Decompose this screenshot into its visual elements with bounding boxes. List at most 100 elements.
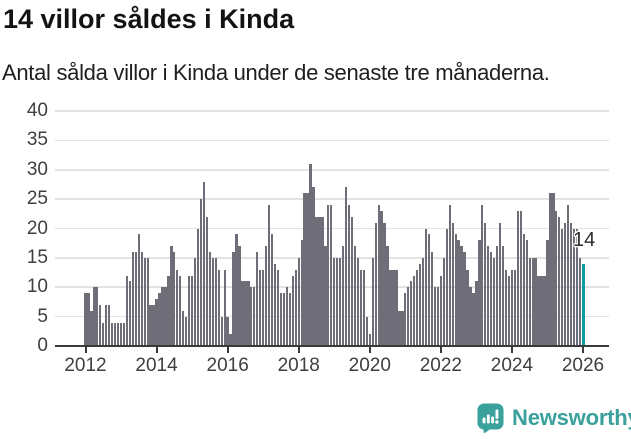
bar <box>344 187 348 346</box>
y-tick-label: 25 <box>26 188 48 210</box>
y-tick-label: 30 <box>26 158 48 180</box>
bar <box>315 216 318 346</box>
x-axis-tick <box>510 347 513 354</box>
bar <box>125 275 129 346</box>
bar <box>128 281 132 346</box>
bar <box>285 287 289 346</box>
bar <box>519 210 522 346</box>
bar <box>90 310 93 346</box>
bar <box>119 322 123 346</box>
bar <box>466 269 469 346</box>
bar <box>389 269 392 346</box>
bar <box>383 222 386 346</box>
bar <box>463 252 466 346</box>
bar <box>457 240 460 346</box>
x-tick-label: 2020 <box>348 355 391 376</box>
bar <box>336 257 339 346</box>
bar <box>404 293 407 346</box>
x-axis-line <box>55 344 609 348</box>
bar <box>164 287 167 346</box>
bar <box>433 287 437 346</box>
bar <box>312 187 315 346</box>
bar <box>288 293 291 346</box>
bar <box>507 275 511 346</box>
bar <box>424 228 428 346</box>
y-tick-label: 5 <box>37 305 48 327</box>
bar <box>330 205 333 346</box>
bar <box>134 252 137 346</box>
bar <box>87 293 90 346</box>
bar <box>297 257 300 346</box>
bar <box>487 246 490 346</box>
bar <box>501 246 505 346</box>
bar <box>131 252 135 346</box>
bar <box>575 228 579 346</box>
bar <box>534 257 537 346</box>
y-tick-label: 40 <box>26 100 48 121</box>
bar <box>170 246 173 346</box>
bar <box>321 216 324 346</box>
bar <box>347 205 351 346</box>
bar <box>327 205 330 346</box>
bar <box>155 299 158 346</box>
bar <box>392 269 395 346</box>
bar <box>202 181 206 346</box>
x-tick-label: 2016 <box>206 355 249 376</box>
bar <box>140 252 143 346</box>
bar <box>318 216 321 346</box>
x-tick-label: 2026 <box>561 355 605 376</box>
bar <box>193 257 197 346</box>
bar <box>374 222 377 346</box>
bar <box>510 269 514 346</box>
bar <box>333 257 336 346</box>
bar <box>247 281 250 346</box>
bar <box>504 269 508 346</box>
bar <box>410 281 413 346</box>
chart-title: 14 villor såldes i Kinda <box>3 4 295 34</box>
bar <box>279 293 283 346</box>
y-tick-label: 0 <box>37 335 48 356</box>
bar <box>418 263 422 346</box>
bar <box>350 216 354 346</box>
y-tick-label: 15 <box>26 246 48 268</box>
x-tick-label: 2012 <box>64 355 107 376</box>
bar <box>451 222 454 346</box>
bar <box>173 252 176 346</box>
x-tick-label: 2024 <box>490 355 534 376</box>
bar <box>273 263 277 346</box>
y-tick-label: 10 <box>26 276 48 298</box>
bar <box>229 334 232 346</box>
bar <box>445 228 448 346</box>
bar <box>377 205 380 346</box>
bar <box>270 234 274 346</box>
newsworthy-bubble-chart-icon <box>477 403 505 434</box>
bar <box>146 257 149 346</box>
bar <box>549 193 552 346</box>
bar <box>244 281 247 346</box>
bar <box>199 199 203 346</box>
bar <box>537 275 540 346</box>
bar <box>475 281 478 346</box>
bar <box>555 210 558 346</box>
bar <box>300 240 303 346</box>
bar <box>516 210 519 346</box>
bar <box>552 193 555 346</box>
bar <box>558 216 561 346</box>
y-tick-label: 35 <box>26 129 48 151</box>
bar <box>362 269 365 346</box>
bar <box>416 269 419 346</box>
bar <box>253 287 256 346</box>
bar <box>442 257 445 346</box>
bar <box>205 216 209 346</box>
bar <box>546 240 549 346</box>
bar <box>572 228 576 346</box>
bar <box>341 246 345 346</box>
bar <box>223 269 226 346</box>
bar <box>167 275 170 346</box>
x-axis-tick <box>297 347 300 354</box>
newsworthy-logo: Newsworthy <box>477 403 631 434</box>
bar <box>561 228 564 346</box>
bar <box>436 287 440 346</box>
bar <box>339 257 342 346</box>
